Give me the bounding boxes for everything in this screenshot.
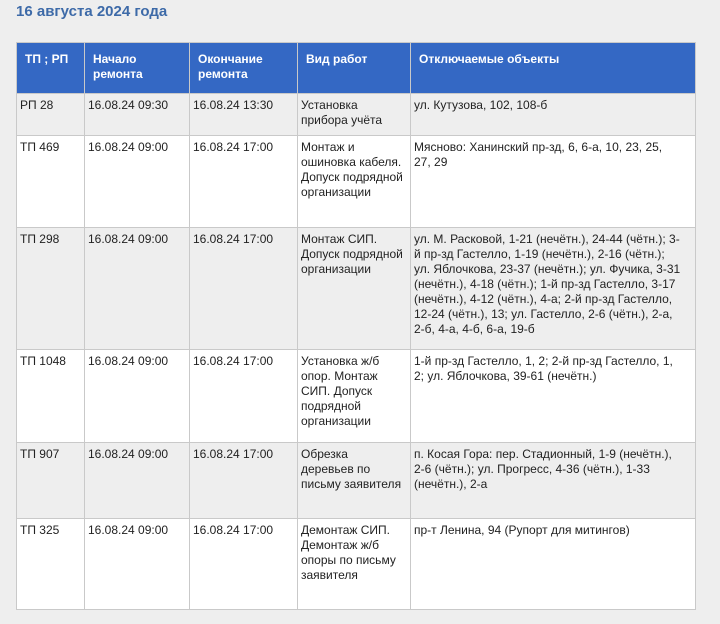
cell-objects: 1-й пр-зд Гастелло, 1, 2; 2-й пр-зд Гаст… (410, 349, 696, 443)
cell-end: 16.08.24 17:00 (189, 349, 298, 443)
cell-work: Монтаж и ошиновка кабеля. Допуск подрядн… (297, 135, 411, 228)
table-row: ТП 1048 16.08.24 09:00 16.08.24 17:00 Ус… (16, 349, 696, 443)
cell-end: 16.08.24 17:00 (189, 135, 298, 228)
cell-objects: Мясново: Ханинский пр-зд, 6, 6-а, 10, 23… (410, 135, 696, 228)
cell-start: 16.08.24 09:00 (84, 442, 190, 519)
cell-work: Установка ж/б опор. Монтаж СИП. Допуск п… (297, 349, 411, 443)
outage-table: ТП ; РП Начало ремонта Окончание ремонта… (16, 42, 696, 610)
cell-start: 16.08.24 09:30 (84, 93, 190, 136)
table-row: ТП 298 16.08.24 09:00 16.08.24 17:00 Мон… (16, 227, 696, 350)
cell-tp: ТП 1048 (16, 349, 85, 443)
cell-end: 16.08.24 13:30 (189, 93, 298, 136)
cell-start: 16.08.24 09:00 (84, 135, 190, 228)
cell-tp: ТП 469 (16, 135, 85, 228)
table-row: ТП 469 16.08.24 09:00 16.08.24 17:00 Мон… (16, 135, 696, 228)
cell-tp: ТП 907 (16, 442, 85, 519)
cell-objects: ул. М. Расковой, 1-21 (нечётн.), 24-44 (… (410, 227, 696, 350)
cell-work: Установка прибора учёта (297, 93, 411, 136)
cell-objects: ул. Кутузова, 102, 108-б (410, 93, 696, 136)
cell-tp: ТП 298 (16, 227, 85, 350)
cell-start: 16.08.24 09:00 (84, 518, 190, 610)
cell-start: 16.08.24 09:00 (84, 227, 190, 350)
cell-work: Обрезка деревьев по письму заявителя (297, 442, 411, 519)
table-header-row: ТП ; РП Начало ремонта Окончание ремонта… (16, 42, 696, 94)
cell-objects: п. Косая Гора: пер. Стадионный, 1-9 (неч… (410, 442, 696, 519)
cell-end: 16.08.24 17:00 (189, 227, 298, 350)
table-row: ТП 325 16.08.24 09:00 16.08.24 17:00 Дем… (16, 518, 696, 610)
header-objects: Отключаемые объекты (410, 42, 696, 94)
cell-work: Демонтаж СИП. Демонтаж ж/б опоры по пись… (297, 518, 411, 610)
header-tp: ТП ; РП (16, 42, 85, 94)
table-row: РП 28 16.08.24 09:30 16.08.24 13:30 Уста… (16, 93, 696, 136)
cell-end: 16.08.24 17:00 (189, 518, 298, 610)
cell-tp: РП 28 (16, 93, 85, 136)
page-title: 16 августа 2024 года (16, 3, 168, 20)
header-work: Вид работ (297, 42, 411, 94)
cell-objects: пр-т Ленина, 94 (Рупорт для митингов) (410, 518, 696, 610)
header-end: Окончание ремонта (189, 42, 298, 94)
cell-end: 16.08.24 17:00 (189, 442, 298, 519)
header-start: Начало ремонта (84, 42, 190, 94)
cell-work: Монтаж СИП. Допуск подрядной организации (297, 227, 411, 350)
cell-tp: ТП 325 (16, 518, 85, 610)
table-row: ТП 907 16.08.24 09:00 16.08.24 17:00 Обр… (16, 442, 696, 519)
cell-start: 16.08.24 09:00 (84, 349, 190, 443)
